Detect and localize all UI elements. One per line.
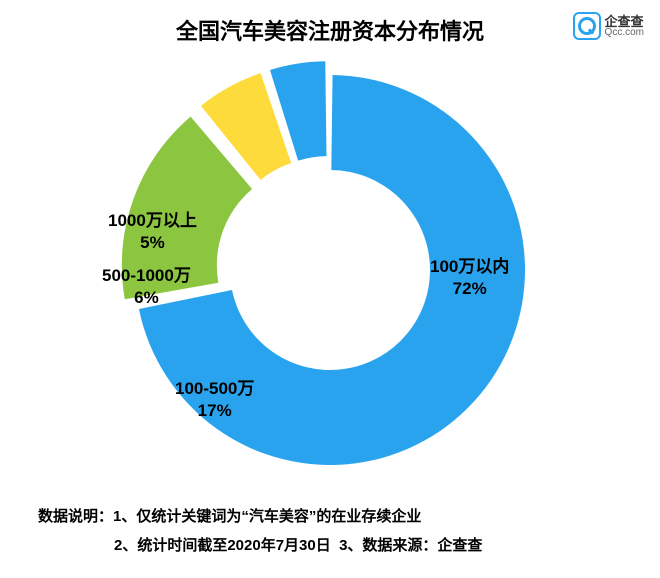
footer-note-2: 2、统计时间截至2020年7月30日 [114,537,331,554]
slice-label-1: 100-500万17% [175,378,254,422]
slice-label-0: 100万以内72% [430,256,509,300]
qcc-icon [573,12,601,40]
logo-cn: 企查查 [605,15,644,28]
slice-label-3: 1000万以上5% [108,210,197,254]
logo-en: Qcc.com [605,28,644,38]
slice-label-2: 500-1000万6% [102,265,191,309]
footer-note-1: 1、仅统计关键词为“汽车美容”的在业存续企业 [113,508,421,525]
footer-prefix: 数据说明： [38,508,113,525]
footer-note-3: 3、数据来源：企查查 [339,537,482,554]
chart-footer: 数据说明：1、仅统计关键词为“汽车美容”的在业存续企业 2、统计时间截至2020… [38,503,482,560]
brand-logo: 企查查 Qcc.com [573,12,644,40]
chart-title: 全国汽车美容注册资本分布情况 [0,14,660,46]
